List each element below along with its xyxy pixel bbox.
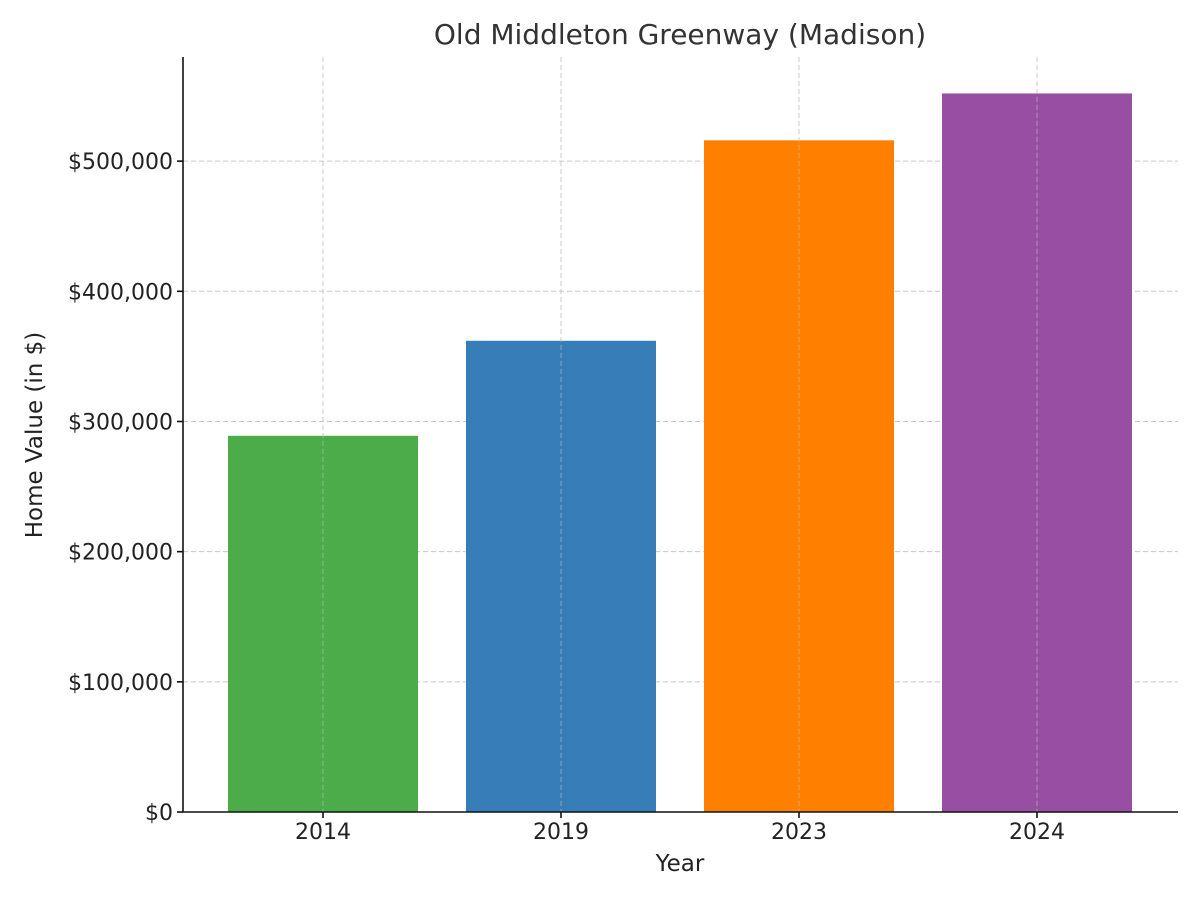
y-tick-label: $0 [145,801,173,826]
x-axis-label: Year [655,851,705,877]
y-tick-label: $100,000 [68,671,173,696]
y-tick-label: $500,000 [68,150,173,175]
bars-layer [228,57,1132,813]
axes-layer [182,57,1178,813]
x-tick-label: 2014 [295,820,351,845]
x-tick-label: 2019 [533,820,589,845]
y-axis-label: Home Value (in $) [22,332,48,539]
chart-title: Old Middleton Greenway (Madison) [434,18,926,51]
ticks-layer: $0 $100,000 $200,000 $300,000 $400,000 $500,0… [68,150,1065,845]
y-tick-label: $400,000 [68,280,173,305]
y-tick-label: $200,000 [68,541,173,566]
x-tick-label: 2023 [771,820,827,845]
x-tick-label: 2024 [1009,820,1065,845]
y-tick-label: $300,000 [68,410,173,435]
